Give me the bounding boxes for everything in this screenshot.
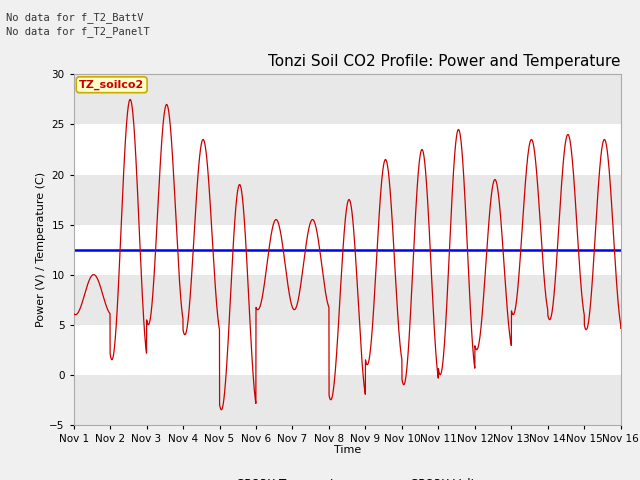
- Bar: [74, 275, 621, 324]
- Bar: [74, 375, 621, 425]
- X-axis label: Time: Time: [333, 445, 361, 455]
- Y-axis label: Power (V) / Temperature (C): Power (V) / Temperature (C): [36, 172, 47, 327]
- Bar: [74, 74, 621, 124]
- Legend: CR23X Temperature, CR23X Voltage: CR23X Temperature, CR23X Voltage: [192, 474, 502, 480]
- Text: TZ_soilco2: TZ_soilco2: [79, 80, 145, 90]
- Text: No data for f_T2_PanelT: No data for f_T2_PanelT: [6, 26, 150, 37]
- Bar: [74, 175, 621, 225]
- Text: No data for f_T2_BattV: No data for f_T2_BattV: [6, 12, 144, 23]
- Text: Tonzi Soil CO2 Profile: Power and Temperature: Tonzi Soil CO2 Profile: Power and Temper…: [268, 54, 621, 69]
